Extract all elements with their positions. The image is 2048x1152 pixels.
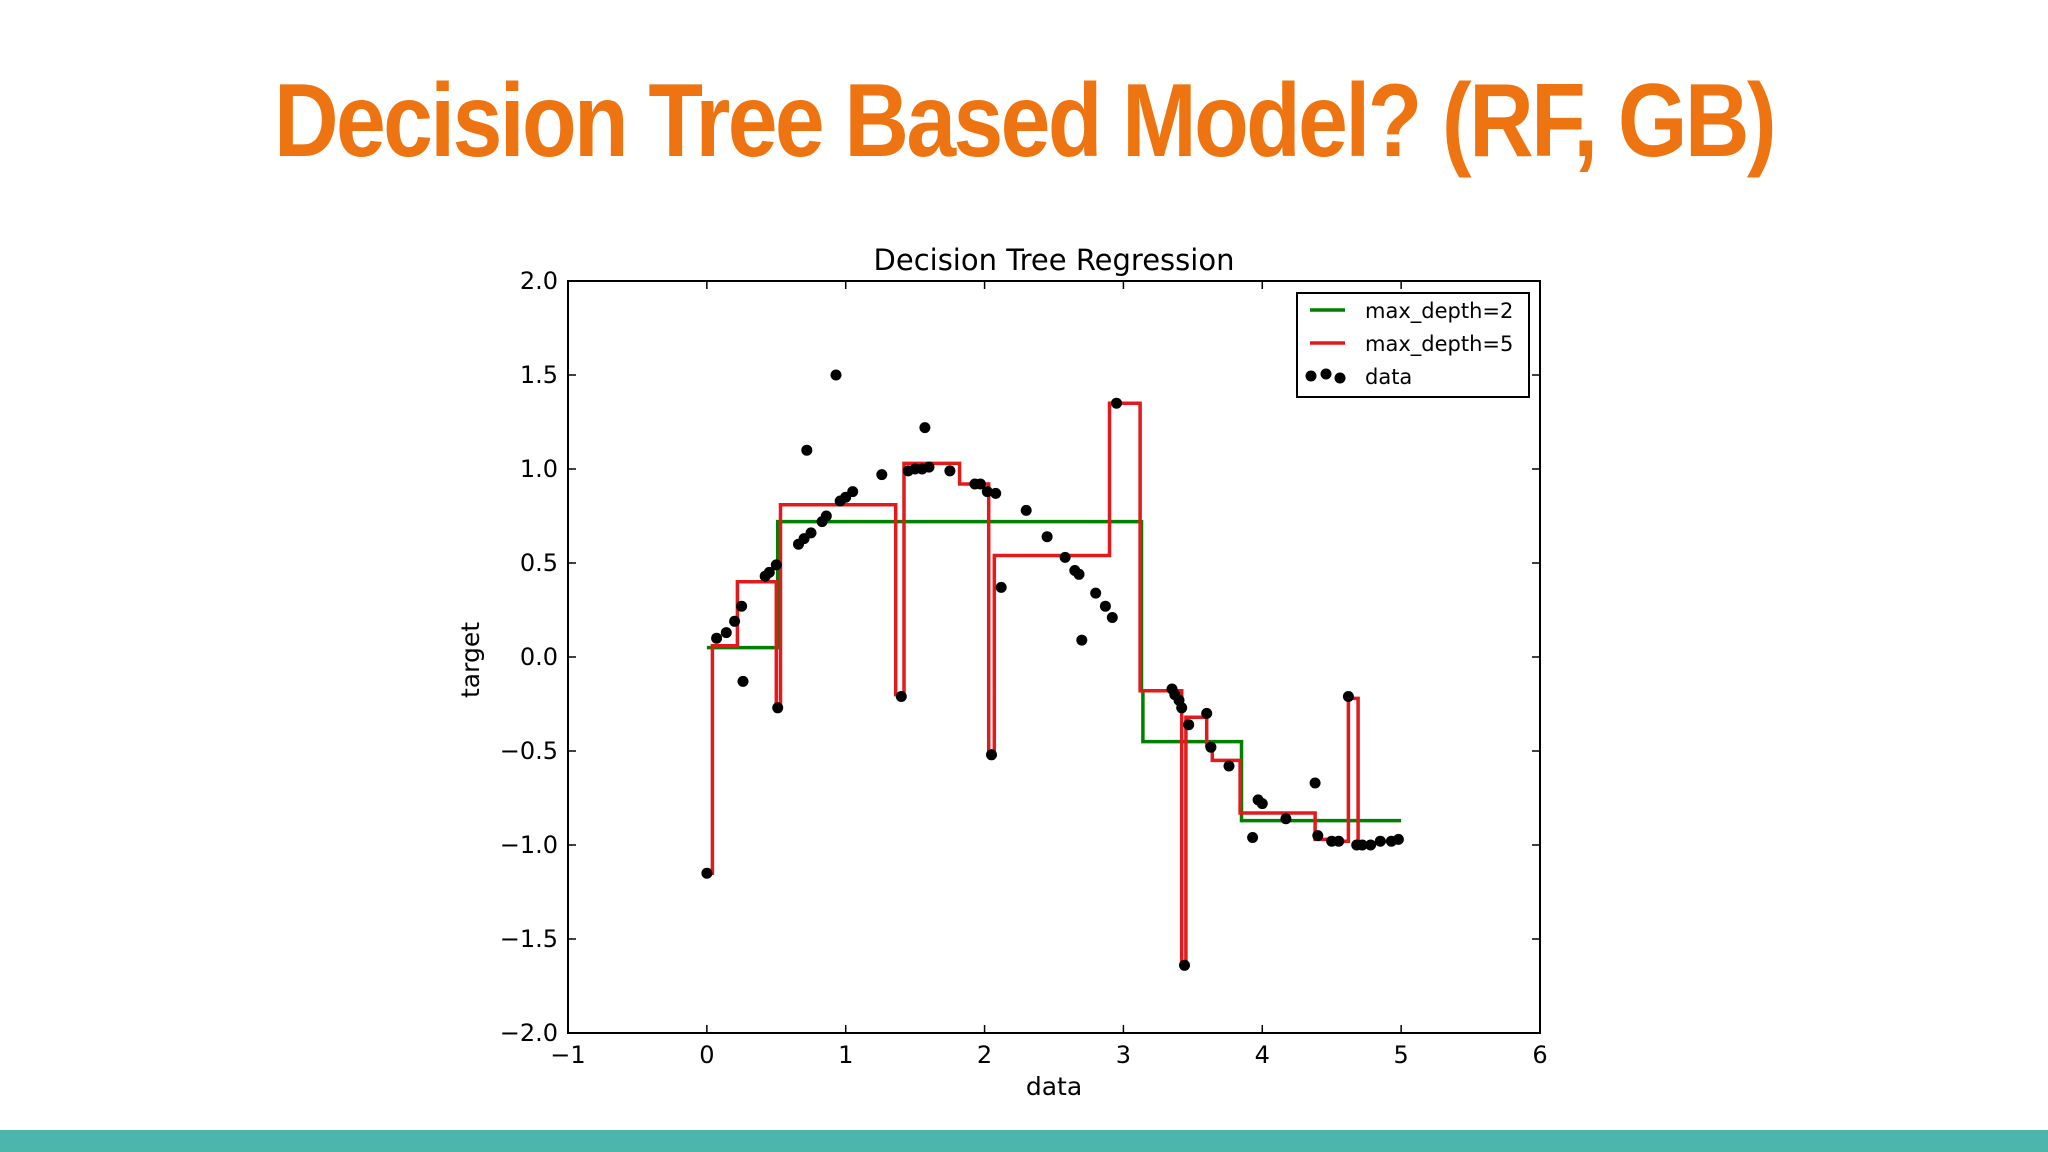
legend-label-max-depth-5: max_depth=5: [1365, 332, 1513, 357]
x-tick-label: 0: [699, 1041, 714, 1069]
data-point: [919, 422, 931, 434]
data-point: [1374, 835, 1386, 847]
data-point: [801, 444, 813, 456]
series-line-max-depth-2: [706, 519, 1402, 823]
legend-label-data: data: [1365, 365, 1412, 389]
legend-swatch-data-dot: [1320, 368, 1332, 380]
data-point: [1090, 587, 1102, 599]
y-axis-label: target: [456, 622, 485, 698]
data-point: [995, 581, 1007, 593]
data-point: [1111, 397, 1122, 409]
data-point: [944, 465, 956, 477]
data-point: [1073, 568, 1085, 580]
y-tick-label: −1.0: [500, 831, 558, 859]
data-point: [1312, 830, 1324, 842]
data-point: [1041, 531, 1053, 543]
data-point: [1099, 600, 1111, 612]
y-tick-label: 2.0: [520, 267, 558, 295]
data-point: [1106, 612, 1118, 623]
data-point: [820, 510, 832, 522]
legend-swatch-data-dot: [1305, 370, 1317, 382]
data-point: [736, 600, 748, 612]
legend-swatch-data-dot: [1334, 372, 1346, 384]
data-point: [770, 559, 782, 571]
data-point: [1342, 691, 1354, 702]
axis-ticks: −1 0 1 2 3 4 5 6 −2.0 −1.5 −1.0 −0.5 0.0 0.5 1.0 1.5 2.0: [500, 267, 1548, 1069]
y-tick-label: 0.5: [520, 549, 558, 577]
plot-area: [701, 369, 1404, 971]
x-tick-label: 2: [977, 1041, 992, 1069]
x-tick-label: 3: [1116, 1041, 1131, 1069]
x-axis-label: data: [1026, 1072, 1082, 1101]
x-tick-label: 1: [838, 1041, 853, 1069]
data-point: [986, 749, 997, 761]
y-tick-label: 1.0: [520, 455, 558, 483]
data-point: [711, 632, 723, 644]
footer-accent-bar: [0, 1130, 2048, 1152]
data-point: [990, 487, 1002, 499]
data-point: [974, 478, 986, 490]
data-point: [1392, 833, 1404, 845]
y-tick-label: −0.5: [500, 737, 558, 765]
data-point: [1256, 798, 1268, 810]
y-tick-label: −2.0: [500, 1019, 558, 1047]
data-point: [763, 566, 775, 578]
data-point: [1365, 839, 1377, 851]
data-point: [1020, 504, 1032, 516]
data-point: [805, 527, 817, 539]
x-tick-label: 4: [1255, 1041, 1270, 1069]
x-tick-label: 6: [1532, 1041, 1547, 1069]
data-point: [895, 691, 907, 702]
data-point: [737, 675, 749, 687]
data-point: [923, 461, 935, 473]
data-point: [1179, 959, 1190, 971]
data-point: [981, 486, 993, 498]
data-point: [701, 867, 713, 879]
data-point: [1076, 634, 1088, 646]
data-point: [1176, 702, 1188, 714]
data-point: [1280, 813, 1292, 825]
data-point: [1223, 760, 1235, 772]
data-point: [847, 486, 859, 498]
data-point: [729, 615, 741, 627]
data-point: [1309, 777, 1321, 789]
data-point: [1059, 551, 1071, 563]
y-tick-label: 0.0: [520, 643, 558, 671]
data-point: [1247, 832, 1259, 843]
x-tick-label: 5: [1394, 1041, 1409, 1069]
series-line-max-depth-5: [706, 401, 1402, 966]
data-point: [720, 627, 732, 639]
y-tick-label: −1.5: [500, 925, 558, 953]
data-point: [876, 469, 888, 481]
data-point: [1356, 839, 1368, 851]
chart-title: Decision Tree Regression: [874, 243, 1235, 277]
data-point: [1183, 719, 1195, 731]
slide-title: Decision Tree Based Model? (RF, GB): [273, 63, 1777, 179]
y-tick-label: 1.5: [520, 361, 558, 389]
data-point: [830, 369, 842, 381]
data-point: [1201, 707, 1213, 719]
legend-label-max-depth-2: max_depth=2: [1365, 299, 1513, 324]
data-point: [1333, 835, 1345, 847]
data-point: [1205, 741, 1217, 753]
data-point: [772, 702, 784, 714]
x-tick-label: −1: [550, 1041, 585, 1069]
chart-legend: max_depth=2 max_depth=5 data: [1296, 292, 1530, 398]
